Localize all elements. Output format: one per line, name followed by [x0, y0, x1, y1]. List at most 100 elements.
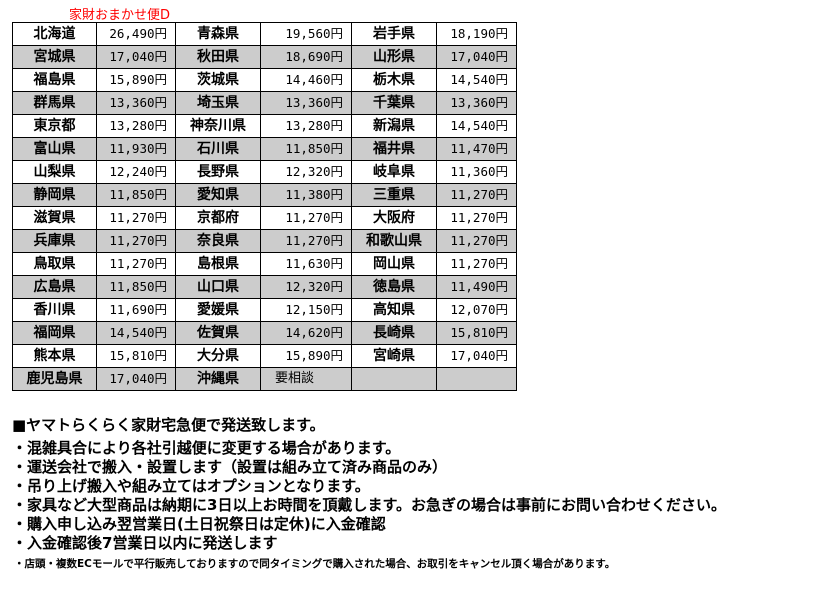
prefecture-cell: 茨城県 [175, 68, 261, 92]
price-cell: 11,270円 [260, 206, 352, 230]
note-item: ・運送会社で搬入・設置します（設置は組み立て済み商品のみ） [12, 458, 448, 476]
table-row: 福岡県 14,540円 佐賀県 14,620円 長崎県 15,810円 [12, 321, 517, 345]
note-item: ・家具など大型商品は納期に3日以上お時間を頂戴します。お急ぎの場合は事前にお問い… [12, 496, 726, 514]
prefecture-cell: 青森県 [175, 22, 261, 46]
prefecture-cell: 山形県 [351, 45, 437, 69]
price-cell: 11,270円 [96, 229, 176, 253]
prefecture-cell: 岐阜県 [351, 160, 437, 184]
prefecture-cell: 宮城県 [12, 45, 97, 69]
prefecture-cell [351, 367, 437, 391]
prefecture-cell: 神奈川県 [175, 114, 261, 138]
price-cell: 11,270円 [436, 206, 517, 230]
price-cell: 12,320円 [260, 160, 352, 184]
prefecture-cell: 北海道 [12, 22, 97, 46]
prefecture-cell: 大分県 [175, 344, 261, 368]
prefecture-cell: 広島県 [12, 275, 97, 299]
prefecture-cell: 長崎県 [351, 321, 437, 345]
table-row: 兵庫県 11,270円 奈良県 11,270円 和歌山県 11,270円 [12, 229, 517, 253]
prefecture-cell: 岩手県 [351, 22, 437, 46]
prefecture-cell: 滋賀県 [12, 206, 97, 230]
table-row: 鹿児島県 17,040円 沖縄県 要相談 [12, 367, 517, 391]
footnote: ・店頭・複数ECモールで平行販売しておりますので同タイミングで購入された場合、お… [14, 558, 616, 570]
price-cell: 11,270円 [436, 183, 517, 207]
shipping-rate-table: 北海道 26,490円 青森県 19,560円 岩手県 18,190円 宮城県 17,040円… [12, 22, 517, 391]
prefecture-cell: 千葉県 [351, 91, 437, 115]
table-row: 福島県 15,890円 茨城県 14,460円 栃木県 14,540円 [12, 68, 517, 92]
prefecture-cell: 埼玉県 [175, 91, 261, 115]
price-cell [436, 367, 517, 391]
table-row: 山梨県 12,240円 長野県 12,320円 岐阜県 11,360円 [12, 160, 517, 184]
prefecture-cell: 福井県 [351, 137, 437, 161]
price-cell: 12,240円 [96, 160, 176, 184]
price-cell: 17,040円 [96, 367, 176, 391]
price-cell: 14,540円 [436, 68, 517, 92]
price-cell: 11,690円 [96, 298, 176, 322]
prefecture-cell: 鹿児島県 [12, 367, 97, 391]
price-cell: 17,040円 [436, 45, 517, 69]
price-cell: 14,620円 [260, 321, 352, 345]
note-item: ・購入申し込み翌営業日(土日祝祭日は定休)に入金確認 [12, 515, 386, 533]
prefecture-cell: 大阪府 [351, 206, 437, 230]
prefecture-cell: 三重県 [351, 183, 437, 207]
price-cell: 12,320円 [260, 275, 352, 299]
price-cell: 13,360円 [96, 91, 176, 115]
price-cell: 13,360円 [436, 91, 517, 115]
price-cell: 11,850円 [96, 183, 176, 207]
price-cell: 13,280円 [96, 114, 176, 138]
table-row: 富山県 11,930円 石川県 11,850円 福井県 11,470円 [12, 137, 517, 161]
prefecture-cell: 京都府 [175, 206, 261, 230]
table-row: 静岡県 11,850円 愛知県 11,380円 三重県 11,270円 [12, 183, 517, 207]
prefecture-cell: 宮崎県 [351, 344, 437, 368]
price-cell: 12,150円 [260, 298, 352, 322]
table-row: 群馬県 13,360円 埼玉県 13,360円 千葉県 13,360円 [12, 91, 517, 115]
price-cell: 14,540円 [96, 321, 176, 345]
prefecture-cell: 熊本県 [12, 344, 97, 368]
prefecture-cell: 徳島県 [351, 275, 437, 299]
price-cell: 11,930円 [96, 137, 176, 161]
price-cell: 11,270円 [436, 252, 517, 276]
price-cell: 12,070円 [436, 298, 517, 322]
prefecture-cell: 鳥取県 [12, 252, 97, 276]
price-cell: 11,850円 [260, 137, 352, 161]
prefecture-cell: 香川県 [12, 298, 97, 322]
price-cell: 18,190円 [436, 22, 517, 46]
price-cell: 11,490円 [436, 275, 517, 299]
prefecture-cell: 岡山県 [351, 252, 437, 276]
price-cell: 要相談 [260, 367, 352, 391]
prefecture-cell: 愛媛県 [175, 298, 261, 322]
prefecture-cell: 高知県 [351, 298, 437, 322]
price-cell: 26,490円 [96, 22, 176, 46]
prefecture-cell: 群馬県 [12, 91, 97, 115]
price-cell: 17,040円 [436, 344, 517, 368]
price-cell: 11,270円 [260, 229, 352, 253]
prefecture-cell: 福島県 [12, 68, 97, 92]
prefecture-cell: 奈良県 [175, 229, 261, 253]
price-cell: 11,380円 [260, 183, 352, 207]
table-row: 東京都 13,280円 神奈川県 13,280円 新潟県 14,540円 [12, 114, 517, 138]
prefecture-cell: 島根県 [175, 252, 261, 276]
price-cell: 11,630円 [260, 252, 352, 276]
price-cell: 18,690円 [260, 45, 352, 69]
prefecture-cell: 栃木県 [351, 68, 437, 92]
note-item: ・混雑具合により各社引越便に変更する場合があります。 [12, 439, 401, 457]
prefecture-cell: 山梨県 [12, 160, 97, 184]
table-row: 香川県 11,690円 愛媛県 12,150円 高知県 12,070円 [12, 298, 517, 322]
price-cell: 19,560円 [260, 22, 352, 46]
prefecture-cell: 山口県 [175, 275, 261, 299]
shipping-heading: ■ヤマトらくらく家財宅急便で発送致します。 [12, 416, 325, 434]
price-cell: 15,810円 [436, 321, 517, 345]
price-cell: 17,040円 [96, 45, 176, 69]
table-row: 滋賀県 11,270円 京都府 11,270円 大阪府 11,270円 [12, 206, 517, 230]
table-row: 北海道 26,490円 青森県 19,560円 岩手県 18,190円 [12, 22, 517, 46]
table-row: 熊本県 15,810円 大分県 15,890円 宮崎県 17,040円 [12, 344, 517, 368]
prefecture-cell: 和歌山県 [351, 229, 437, 253]
price-cell: 11,470円 [436, 137, 517, 161]
price-cell: 14,540円 [436, 114, 517, 138]
prefecture-cell: 秋田県 [175, 45, 261, 69]
prefecture-cell: 東京都 [12, 114, 97, 138]
prefecture-cell: 長野県 [175, 160, 261, 184]
prefecture-cell: 静岡県 [12, 183, 97, 207]
note-item: ・吊り上げ搬入や組み立てはオプションとなります。 [12, 477, 370, 495]
price-cell: 14,460円 [260, 68, 352, 92]
price-cell: 11,360円 [436, 160, 517, 184]
